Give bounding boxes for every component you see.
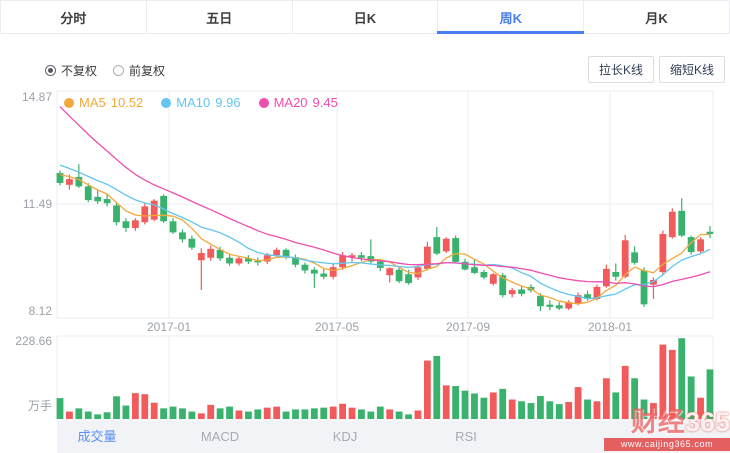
radio-forward-adjust[interactable]: 前复权 bbox=[113, 62, 165, 79]
grid-layer bbox=[56, 90, 714, 421]
radio-unselected-icon[interactable] bbox=[113, 65, 125, 76]
ma5-dot-icon bbox=[64, 97, 74, 108]
tab-kdj[interactable]: KDJ bbox=[332, 429, 358, 444]
tab-monthly-k[interactable]: 月K bbox=[584, 1, 729, 33]
radio-no-adjust-label: 不复权 bbox=[61, 64, 98, 78]
ma-lines-layer bbox=[59, 106, 711, 305]
adjust-radio-group: 不复权 前复权 bbox=[45, 62, 165, 79]
ma10-dot-icon bbox=[161, 97, 172, 108]
ma20-value: 9.45 bbox=[312, 95, 338, 110]
legend-ma20: MA20 9.45 bbox=[258, 95, 338, 110]
price-label-max: 14.87 bbox=[21, 90, 52, 104]
radio-forward-adjust-label: 前复权 bbox=[129, 64, 166, 78]
date-label-2017-05: 2017-05 bbox=[314, 320, 360, 334]
price-label-mid: 11.49 bbox=[22, 197, 52, 211]
date-label-2017-09: 2017-09 bbox=[445, 320, 491, 334]
ma20-label: MA20 bbox=[273, 95, 308, 110]
stretch-kline-button[interactable]: 拉长K线 bbox=[588, 56, 654, 83]
ma10-value: 9.96 bbox=[215, 95, 241, 110]
tab-volume[interactable]: 成交量 bbox=[77, 429, 117, 444]
legend-ma5: MA5 10.52 bbox=[64, 95, 143, 110]
ma10-label: MA10 bbox=[176, 95, 211, 110]
ma20-dot-icon bbox=[258, 97, 269, 108]
volume-layer bbox=[56, 338, 714, 419]
legend-ma10: MA10 9.96 bbox=[161, 95, 241, 110]
ma5-value: 10.52 bbox=[110, 95, 144, 110]
date-label-2018-01: 2018-01 bbox=[587, 320, 633, 334]
tab-daily-k[interactable]: 日K bbox=[292, 1, 439, 33]
candles-layer bbox=[56, 164, 714, 311]
tab-five-day[interactable]: 五日 bbox=[146, 1, 293, 33]
price-label-min: 8.12 bbox=[28, 304, 52, 318]
period-tabbar: 分时 五日 日K 周K 月K bbox=[0, 0, 730, 34]
tab-rsi[interactable]: RSI bbox=[455, 429, 477, 444]
radio-selected-icon[interactable] bbox=[45, 65, 56, 76]
ma-legend: MA5 10.52 MA10 9.96 MA20 9.45 bbox=[64, 95, 338, 110]
tab-macd[interactable]: MACD bbox=[200, 429, 240, 444]
tab-minute[interactable]: 分时 bbox=[1, 1, 147, 33]
date-label-2017-01: 2017-01 bbox=[146, 320, 192, 334]
ma5-label: MA5 bbox=[79, 95, 106, 110]
tab-weekly-k[interactable]: 周K bbox=[437, 1, 585, 34]
radio-no-adjust[interactable]: 不复权 bbox=[45, 62, 97, 79]
volume-max-label: 228.66 bbox=[15, 334, 52, 348]
indicator-tabbar bbox=[57, 421, 730, 453]
volume-unit-label: 万手 bbox=[27, 399, 52, 413]
shrink-kline-button[interactable]: 缩短K线 bbox=[659, 56, 725, 83]
